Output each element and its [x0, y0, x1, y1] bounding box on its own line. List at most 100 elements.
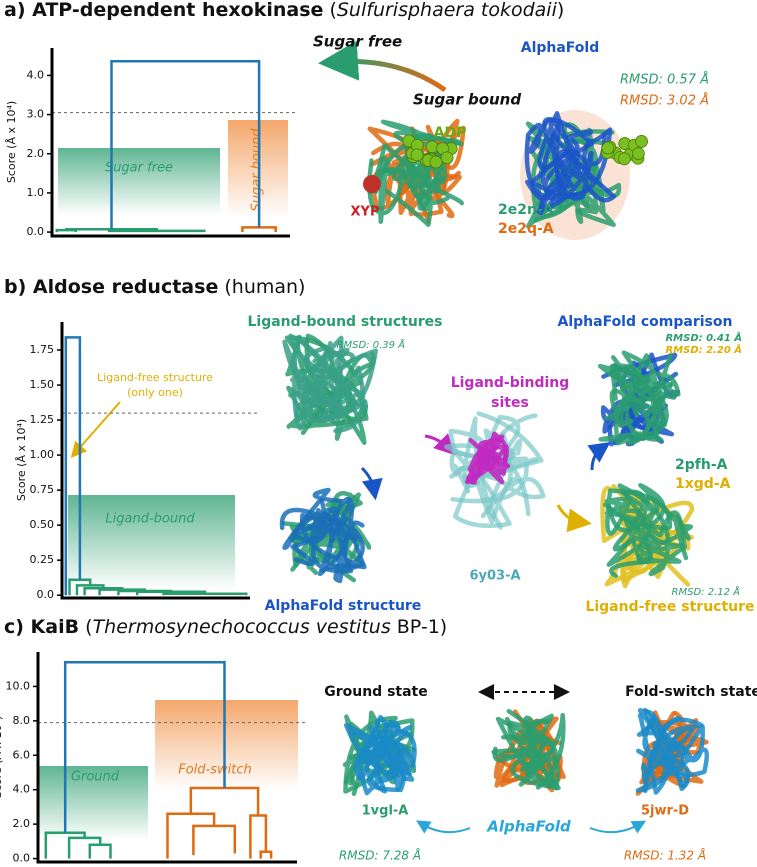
structure-ribbon — [604, 488, 673, 567]
ligand — [631, 147, 645, 160]
heading-run: ( — [79, 616, 92, 638]
annotation: AlphaFold — [521, 40, 600, 56]
annotation: RMSD: 0.39 Å — [337, 338, 406, 351]
heading-run: ) — [557, 0, 564, 21]
dendrogram-link — [107, 229, 206, 233]
heading-run: BP-1) — [391, 616, 447, 638]
ligand — [601, 141, 615, 155]
dendrogram-link — [110, 60, 261, 230]
annotation: RMSD: 0.57 Å — [620, 72, 709, 88]
y-axis-label: Score (Å x 10⁴) — [15, 419, 28, 501]
heading-run: b) Aldose reductase — [4, 276, 218, 298]
arrow — [318, 40, 447, 93]
annotation: Sugar free — [313, 33, 402, 51]
y-tick-label: 1.25 — [30, 413, 55, 426]
heading-run: Thermosynechococcus vestitus — [93, 616, 391, 638]
arrow — [587, 441, 611, 471]
y-tick-label: 8.0 — [13, 714, 31, 727]
annotation: Ligand-bound structures — [247, 314, 442, 330]
cluster-label: Sugar bound — [250, 128, 265, 212]
structure-ribbon — [492, 716, 560, 791]
annotation: AlphaFold — [486, 818, 571, 836]
annotation: 1xgd-A — [675, 476, 731, 492]
dendrogram-link — [189, 786, 260, 816]
y-tick-label: 10.0 — [6, 679, 31, 692]
y-axis-label: Score (Å x 10³) — [0, 716, 4, 798]
y-tick-label: 4.0 — [13, 783, 31, 796]
annotation: ADP — [434, 125, 467, 141]
arrow — [589, 820, 647, 834]
annotation: RMSD: 2.20 Å — [665, 343, 742, 356]
ligand — [429, 155, 443, 169]
y-tick-label: 2.0 — [27, 147, 45, 160]
structure-ribbon — [610, 350, 681, 443]
y-tick-label: 0.0 — [27, 225, 45, 238]
dendrogram-link — [83, 586, 124, 596]
annotation: AlphaFold structure — [265, 598, 422, 614]
annotation: RMSD: 0.41 Å — [665, 331, 742, 344]
annotation: 2e2q-A — [498, 221, 554, 237]
annotation: Sugar bound — [413, 91, 521, 109]
annotation: Ground state — [324, 684, 428, 700]
y-tick-label: 0.25 — [30, 553, 55, 566]
structure-ribbon — [525, 121, 622, 210]
y-tick-label: 3.0 — [27, 108, 45, 121]
heading-run: Sulfurisphaera tokodaii — [337, 0, 558, 21]
annotation: AlphaFold comparison — [558, 314, 733, 330]
structure-ribbon — [465, 431, 510, 485]
heading-run: a) ATP-dependent hexokinase — [4, 0, 323, 21]
panel-heading: c) KaiB (Thermosynechococcus vestitus BP… — [4, 616, 447, 638]
structure-ribbon — [444, 413, 538, 528]
cluster-box — [58, 148, 220, 215]
y-tick-label: 2.0 — [13, 817, 31, 830]
annotation: XYP — [351, 205, 380, 220]
annotation: 2pfh-A — [675, 457, 728, 473]
annotation-arrow — [70, 401, 121, 459]
ligand — [440, 151, 454, 165]
structure-ribbon — [290, 511, 365, 584]
annotation: 1vgl-A — [362, 804, 409, 819]
cluster-box — [38, 766, 148, 840]
y-tick-label: 1.00 — [30, 448, 55, 461]
annotation: sites — [491, 395, 529, 411]
dendrogram-link — [63, 661, 226, 833]
structure-ribbon — [603, 483, 694, 561]
structure-ribbon — [537, 111, 617, 212]
heading-run: (human) — [218, 276, 305, 298]
annotation: Fold-switch state — [625, 684, 757, 700]
annotation: RMSD: 2.12 Å — [672, 585, 741, 598]
ligand — [410, 148, 424, 162]
panel-heading: a) ATP-dependent hexokinase (Sulfurispha… — [4, 0, 564, 21]
y-tick-label: 1.75 — [30, 343, 55, 356]
structure-ribbon — [358, 724, 412, 796]
y-tick-label: 0.75 — [30, 483, 55, 496]
ligand — [363, 175, 381, 193]
dendrogram-link — [67, 836, 102, 859]
cluster-label: Sugar free — [105, 161, 173, 176]
y-tick-label: 0.0 — [13, 852, 31, 865]
dendrogram-link — [192, 824, 237, 856]
annotation: 2e2n-A — [498, 202, 554, 218]
ligand — [635, 135, 648, 148]
structure-ribbon — [635, 713, 691, 795]
cluster-label: Fold-switch — [178, 763, 252, 778]
annotation: Ligand-binding — [451, 375, 570, 391]
annotation: (only one) — [127, 386, 183, 399]
structure-ribbon — [366, 133, 460, 211]
annotation: 5jwr-D — [641, 804, 689, 819]
cluster-label: Ground — [71, 770, 120, 785]
arrow — [360, 466, 383, 501]
cluster-box — [68, 495, 235, 590]
y-tick-label: 0.50 — [30, 518, 55, 531]
dendrogram-link — [64, 336, 82, 596]
y-tick-label: 4.0 — [27, 68, 45, 81]
y-tick-label: 6.0 — [13, 748, 31, 761]
structure-ribbon — [282, 333, 363, 424]
y-tick-label: 1.0 — [27, 186, 45, 199]
heading-run: c) KaiB — [4, 616, 79, 638]
ligand — [617, 152, 631, 166]
dendrogram-link — [259, 850, 273, 859]
annotation: RMSD: 1.32 Å — [624, 848, 706, 863]
structure-ribbon — [295, 335, 378, 423]
